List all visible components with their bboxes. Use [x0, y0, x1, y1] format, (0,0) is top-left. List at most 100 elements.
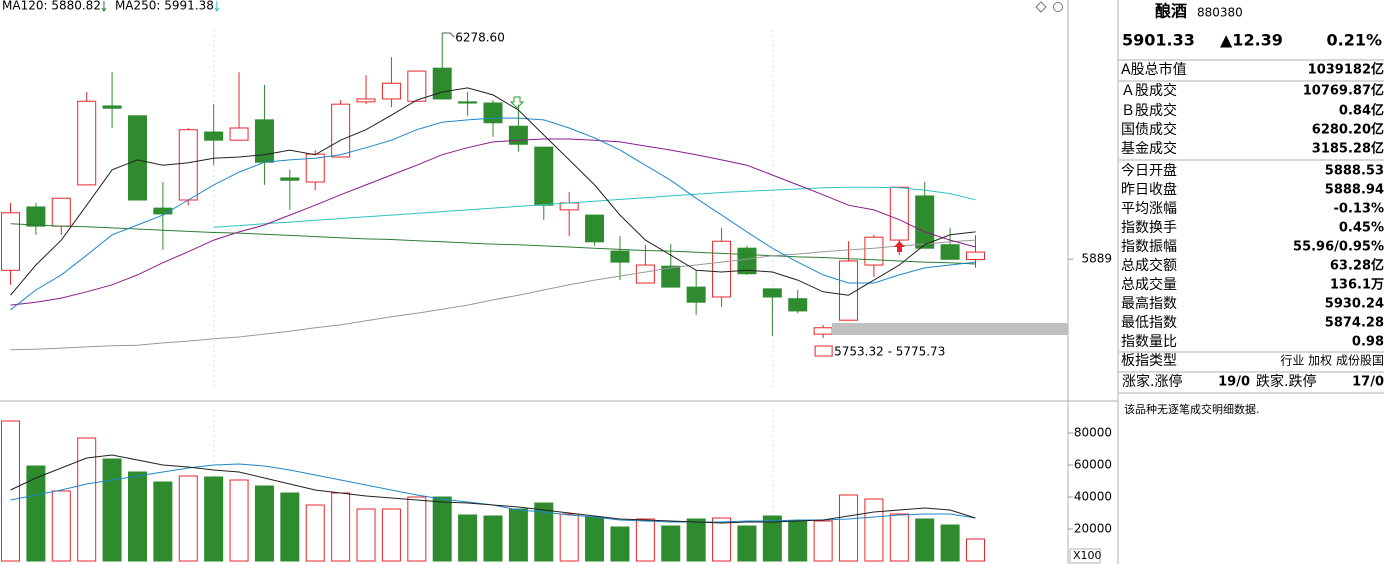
- volume-bar: [407, 496, 427, 562]
- candle-body: [127, 115, 147, 201]
- row-label: 最低指数: [1121, 315, 1177, 331]
- candle-body: [407, 70, 427, 102]
- volume-bar: [534, 502, 554, 562]
- candle-body: [508, 125, 528, 145]
- circle-icon[interactable]: [1053, 2, 1063, 12]
- index-code: 880380: [1197, 6, 1243, 20]
- row-label: Ａ股成交: [1121, 82, 1177, 99]
- candle-body: [940, 244, 960, 260]
- y-tick-label: 60000: [1074, 458, 1112, 472]
- down-count-label: 跌家.跌停: [1256, 373, 1316, 390]
- row-value: 5874.28: [1325, 316, 1384, 331]
- row-label: A股总市值: [1121, 61, 1187, 78]
- candle-body: [788, 298, 808, 312]
- row-label: 基金成交: [1121, 140, 1177, 157]
- info-message: 该品种无逐笔成交明细数据.: [1124, 402, 1260, 416]
- volume-bar: [432, 496, 452, 562]
- candle-body: [661, 265, 681, 288]
- legend-label: MA250: 5991.38: [115, 0, 214, 13]
- candle-body: [813, 327, 833, 335]
- row-value: 5930.24: [1325, 297, 1384, 312]
- candle-body: [77, 100, 97, 186]
- volume-bar: [305, 504, 325, 562]
- up-count: 19/0: [1218, 375, 1250, 390]
- candle-body: [102, 105, 122, 109]
- candle-body: [26, 206, 46, 227]
- volume-bar: [254, 485, 274, 562]
- ma-line: [10, 223, 976, 265]
- volume-bar: [788, 520, 808, 562]
- volume-bar: [77, 437, 97, 562]
- volume-bar: [559, 513, 579, 562]
- low-pointer: [814, 345, 833, 357]
- y-tick-label: 5889: [1081, 252, 1112, 266]
- row-label: 指数量比: [1121, 334, 1177, 350]
- up-count-label: 涨家.涨停: [1122, 373, 1182, 390]
- candle-body: [712, 240, 732, 298]
- legend-label: MA120: 5880.82: [2, 0, 101, 13]
- volume-bar: [966, 538, 985, 562]
- candle-body: [483, 102, 503, 124]
- row-value: -0.13%: [1334, 202, 1384, 217]
- volume-bar: [153, 481, 173, 562]
- volume-bar: [661, 525, 681, 562]
- ma-line: [10, 239, 976, 351]
- high-label: 6278.60: [455, 30, 505, 44]
- row-value: 136.1万: [1330, 278, 1384, 293]
- candle-body: [585, 214, 605, 243]
- row-value: 3185.28亿: [1312, 141, 1384, 157]
- candle-body: [331, 103, 351, 158]
- row-value: 0.98: [1352, 335, 1384, 350]
- ma-line: [10, 117, 976, 311]
- candle-body: [559, 202, 579, 211]
- candle-body: [178, 129, 198, 201]
- row-value: 10769.87亿: [1303, 83, 1384, 99]
- ma-line: [10, 138, 976, 306]
- candle-body: [1, 212, 20, 271]
- candle-body: [254, 119, 274, 163]
- candle-body: [458, 101, 478, 104]
- y-tick-label: 80000: [1074, 426, 1112, 440]
- candle-body: [204, 131, 224, 141]
- overlay: [509, 1, 1068, 335]
- volume-bar: [356, 508, 376, 562]
- row-label: 最高指数: [1121, 295, 1177, 312]
- volume-bar: [331, 492, 351, 562]
- volume-bar: [635, 518, 655, 562]
- volume-bar: [26, 465, 46, 562]
- candle-body: [966, 251, 985, 261]
- row-label: Ｂ股成交: [1121, 102, 1177, 119]
- volume-bar: [712, 517, 732, 562]
- volume-bar: [940, 524, 960, 562]
- volume-bar: [204, 476, 224, 562]
- volume-bar: [508, 508, 528, 562]
- candle-body: [864, 236, 884, 266]
- row-value: 55.96/0.95%: [1293, 240, 1384, 255]
- volume-bar: [762, 515, 782, 562]
- y-tick-label: 40000: [1074, 490, 1112, 504]
- sell-arrow: [509, 96, 525, 109]
- price-plot: 5889 MA120: 5880.82 MA250: 5991.38 6278.60 5…: [1, 0, 1112, 359]
- volume-plot: 20000 40000 60000 80000 X100: [1, 420, 1112, 564]
- volume-bar: [51, 490, 71, 562]
- volume-bar: [102, 458, 122, 562]
- volume-bar: [864, 498, 884, 562]
- legend-arrow: [101, 1, 107, 12]
- candle-body: [51, 197, 71, 227]
- volume-bar: [229, 479, 249, 562]
- candle-body: [915, 195, 935, 249]
- frame: [0, 0, 1119, 564]
- row-label: 指数振幅: [1121, 239, 1177, 255]
- volume-bar: [610, 526, 630, 562]
- candle-body: [839, 260, 859, 321]
- volume-bar: [458, 514, 478, 562]
- legend-arrow: [214, 1, 220, 12]
- y-tick-label: 20000: [1074, 522, 1112, 536]
- quote-panel: 酿酒 880380 5901.33 ▲12.39 0.21% 涨家.涨停 19/…: [1118, 2, 1384, 416]
- diamond-icon[interactable]: [1035, 1, 1047, 13]
- candle-body: [889, 186, 909, 241]
- row-label: 平均涨幅: [1121, 201, 1177, 217]
- row-value: 6280.20亿: [1312, 122, 1384, 138]
- price-change-pct: 0.21%: [1326, 31, 1382, 50]
- row-value: 0.45%: [1339, 221, 1384, 236]
